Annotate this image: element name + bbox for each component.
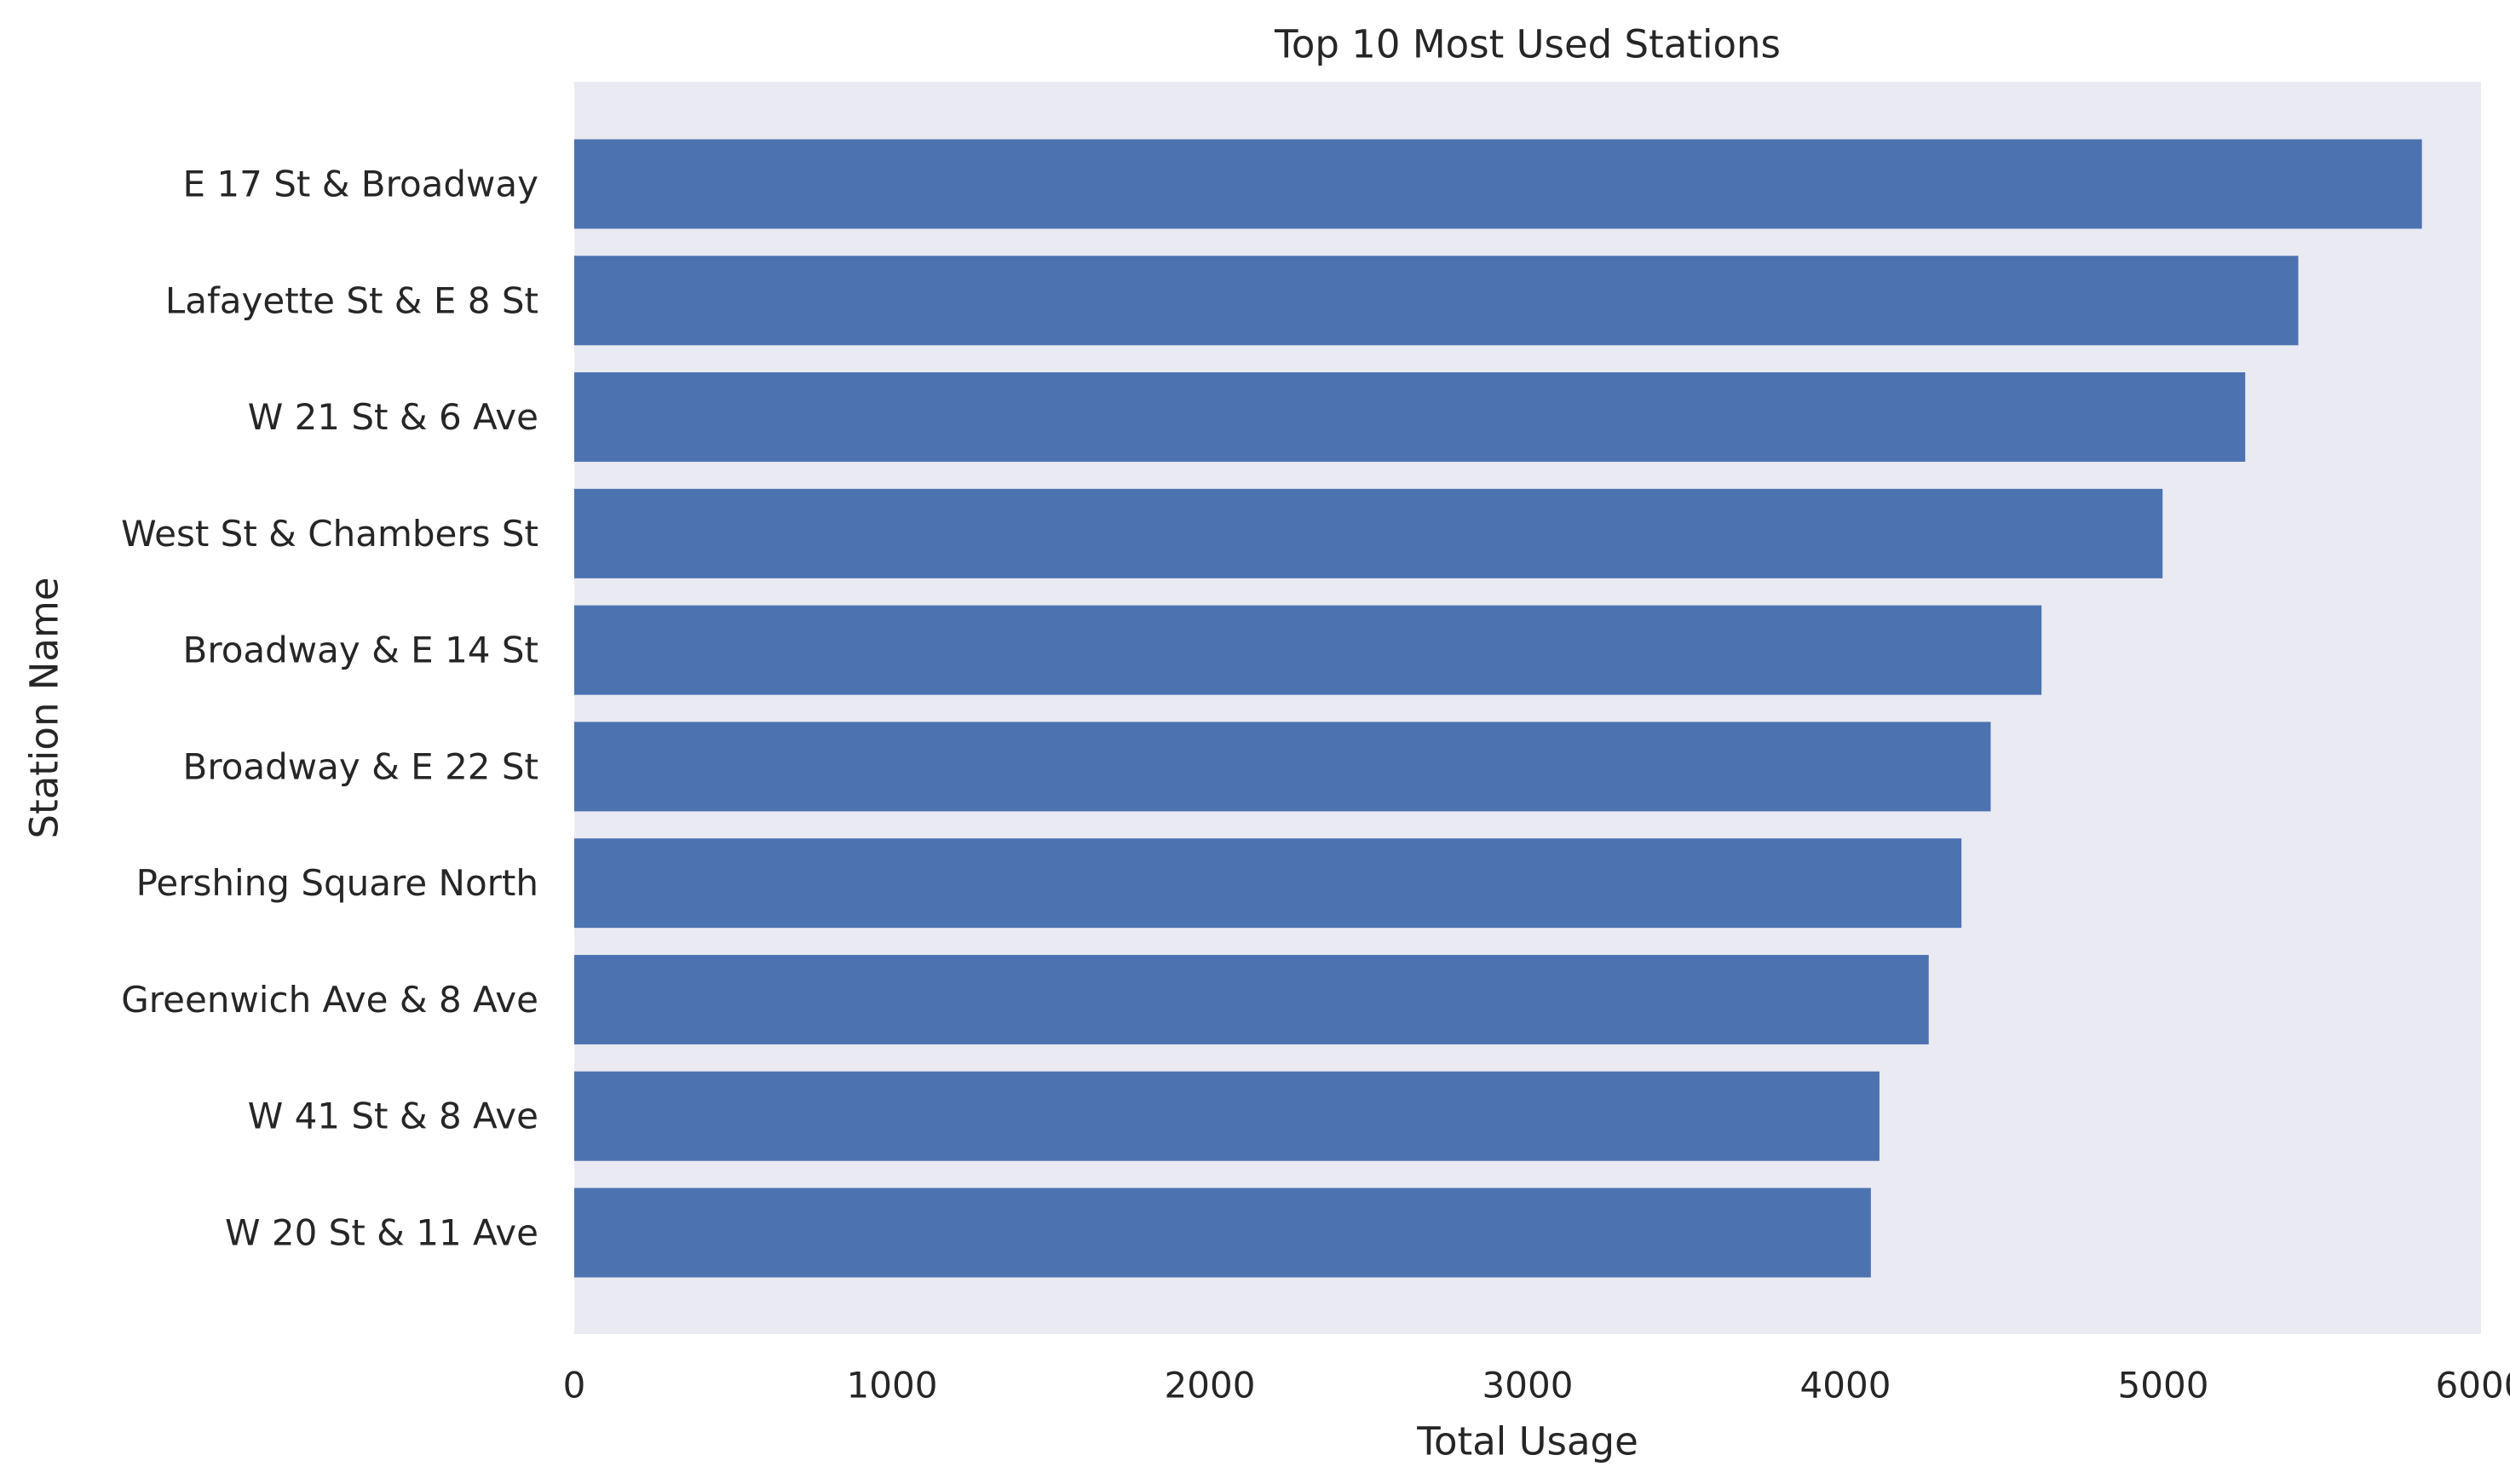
bar-10 <box>574 1188 1871 1278</box>
bar-3 <box>574 372 2246 463</box>
x-tick-label: 1000 <box>847 1365 938 1406</box>
x-tick-label: 3000 <box>1482 1365 1574 1406</box>
bar-5 <box>574 605 2042 695</box>
bar-4 <box>574 488 2163 578</box>
x-tick-label: 5000 <box>2118 1365 2209 1406</box>
bar-8 <box>574 954 1929 1044</box>
y-tick-label: W 20 St & 11 Ave <box>225 1212 538 1254</box>
y-tick-label: W 21 St & 6 Ave <box>248 396 538 438</box>
bar-7 <box>574 838 1962 929</box>
y-tick-label: E 17 St & Broadway <box>183 164 538 205</box>
y-tick-label: Broadway & E 14 St <box>183 630 538 671</box>
x-tick-label: 0 <box>563 1365 586 1406</box>
y-tick-label: Pershing Square North <box>136 862 538 904</box>
x-tick-label: 6000 <box>2436 1365 2510 1406</box>
y-tick-label: Greenwich Ave & 8 Ave <box>121 979 538 1021</box>
y-tick-label: West St & Chambers St <box>121 513 538 555</box>
y-tick-label: Broadway & E 22 St <box>183 745 538 787</box>
bar-6 <box>574 722 1991 812</box>
bar-1 <box>574 139 2422 229</box>
y-axis-label: Station Name <box>22 577 67 838</box>
bar-2 <box>574 256 2299 346</box>
x-tick-label: 2000 <box>1165 1365 1256 1406</box>
y-tick-label: Lafayette St & E 8 St <box>165 279 538 321</box>
x-axis-label: Total Usage <box>1416 1419 1638 1464</box>
y-tick-label: W 41 St & 8 Ave <box>248 1096 538 1137</box>
x-tick-label: 4000 <box>1800 1365 1891 1406</box>
bar-9 <box>574 1071 1880 1161</box>
chart-title: Top 10 Most Used Stations <box>1274 22 1781 67</box>
